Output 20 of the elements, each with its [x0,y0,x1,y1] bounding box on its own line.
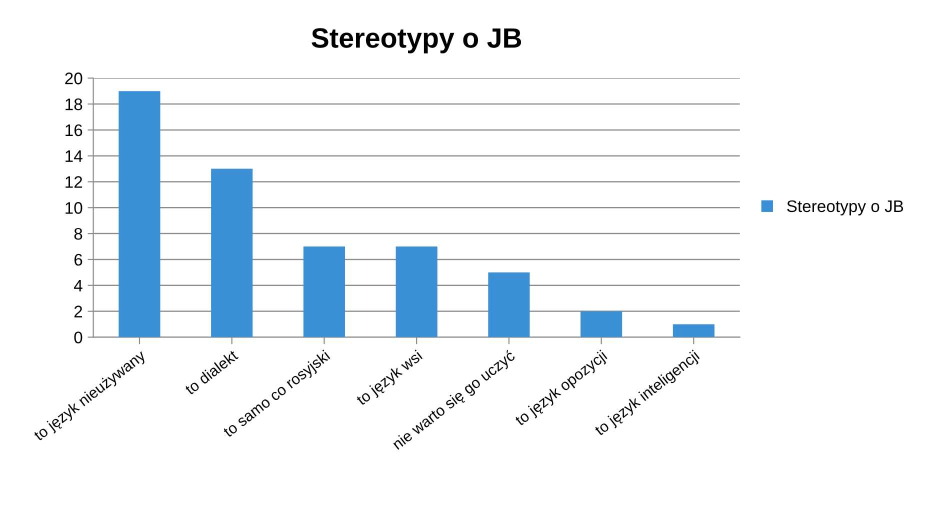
y-tick-label: 20 [65,72,82,84]
bar [396,246,438,338]
bar [672,324,714,338]
y-tick-label: 10 [66,202,82,214]
chart-title: Stereotypy o JB [312,28,522,54]
y-tick-label: 0 [74,332,82,344]
bar [488,272,530,338]
y-tick-label: 16 [66,124,82,136]
bar [303,246,345,338]
y-tick-label: 4 [74,280,82,292]
bar [211,168,253,338]
legend-label: Stereotypy o JB [787,200,904,216]
bar [118,91,160,338]
y-tick-label: 18 [66,98,82,110]
y-tick-label: 6 [74,254,82,266]
y-tick-label: 12 [66,176,82,188]
y-tick-label: 8 [74,228,82,240]
y-tick-label: 14 [66,150,82,162]
bar [580,311,622,338]
y-tick-label: 2 [74,306,82,318]
